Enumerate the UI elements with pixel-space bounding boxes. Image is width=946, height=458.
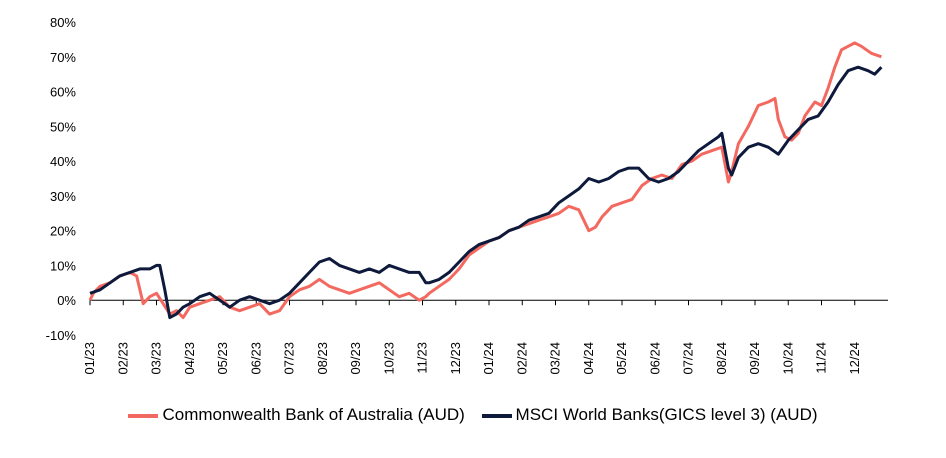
y-tick-label: 80%: [50, 15, 76, 30]
x-tick-label: 01/24: [481, 342, 496, 375]
x-tick-label: 06/23: [248, 342, 263, 375]
x-tick-label: 08/23: [315, 342, 330, 375]
x-tick-label: 05/23: [215, 342, 230, 375]
series-line-cba: [88, 41, 882, 320]
x-tick-label: 09/23: [348, 342, 363, 375]
y-axis: -10% 0% 10% 20% 30% 40% 50% 60% 70% 80%: [46, 15, 77, 343]
series-lines: [88, 41, 883, 320]
x-tick-label: 04/24: [581, 342, 596, 375]
y-tick-label: 40%: [50, 154, 76, 169]
x-tick-label: 03/23: [149, 342, 164, 375]
line-chart: -10% 0% 10% 20% 30% 40% 50% 60% 70% 80% 01/23 02/2…: [46, 15, 888, 375]
x-axis: 01/23 02/23 03/23 04/23 05/23 06/23 07/23 08/23…: [82, 299, 888, 375]
legend-item-cba: Commonwealth Bank of Australia (AUD): [128, 405, 465, 425]
legend-label-cba: Commonwealth Bank of Australia (AUD): [162, 405, 465, 424]
x-tick-label: 02/24: [514, 342, 529, 375]
y-tick-label: 0%: [57, 293, 76, 308]
x-tick-label: 07/23: [282, 342, 297, 375]
legend-label-msci: MSCI World Banks(GICS level 3) (AUD): [515, 405, 818, 424]
x-tick-label: 06/24: [647, 342, 662, 375]
y-tick-label: 60%: [50, 85, 76, 100]
y-tick-label: 20%: [50, 224, 76, 239]
legend: Commonwealth Bank of Australia (AUD) MSC…: [0, 405, 946, 425]
x-tick-label: 09/24: [747, 342, 762, 375]
x-tick-label: 12/23: [448, 342, 463, 375]
x-tick-label: 11/24: [814, 342, 829, 374]
x-tick-label: 10/24: [780, 342, 795, 375]
y-tick-label: 70%: [50, 50, 76, 65]
legend-swatch-cba: [128, 413, 159, 418]
y-tick-label: 10%: [50, 258, 76, 273]
x-tick-label: 07/24: [681, 342, 696, 375]
x-tick-label: 08/24: [714, 342, 729, 375]
x-tick-label: 04/23: [182, 342, 197, 375]
x-tick-label: 02/23: [115, 342, 130, 375]
y-tick-label: 30%: [50, 189, 76, 204]
x-tick-label: 10/23: [381, 342, 396, 375]
x-tick-label: 03/24: [548, 342, 563, 375]
x-tick-label: 05/24: [614, 342, 629, 375]
series-line-msci: [89, 65, 883, 320]
x-tick-label: 12/24: [847, 342, 862, 375]
x-tick-label: 01/23: [82, 342, 97, 375]
legend-item-msci: MSCI World Banks(GICS level 3) (AUD): [481, 405, 818, 425]
y-tick-label: -10%: [46, 328, 77, 343]
x-tick-label: 11/23: [415, 342, 430, 374]
legend-swatch-msci: [481, 413, 512, 418]
y-tick-label: 50%: [50, 119, 76, 134]
